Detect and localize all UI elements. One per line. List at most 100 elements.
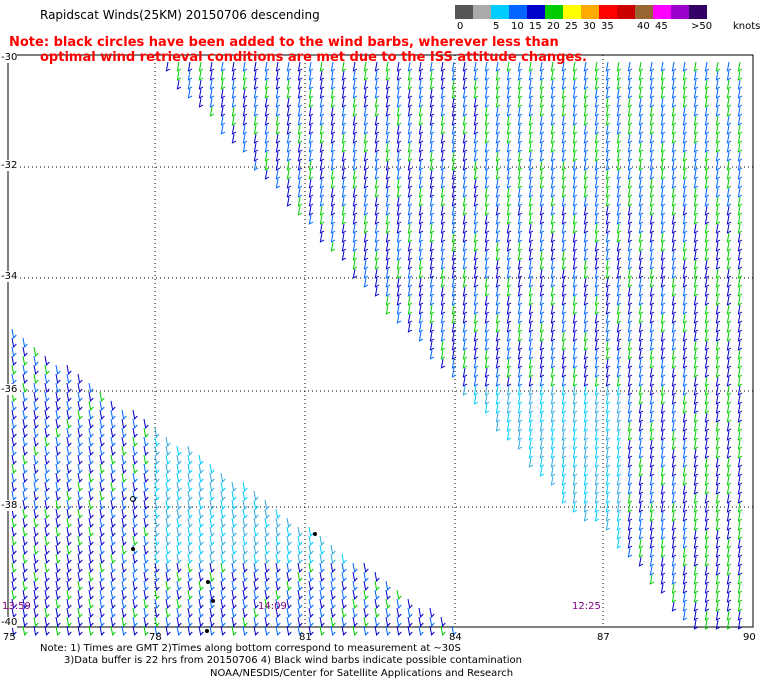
wind-barb (473, 385, 479, 396)
wind-barb (517, 286, 523, 297)
wind-barb (517, 412, 523, 423)
wind-barb (605, 70, 611, 81)
wind-barb (715, 394, 721, 405)
wind-barb (341, 106, 347, 117)
wind-barb (286, 589, 292, 600)
wind-barb (55, 427, 61, 438)
wind-barb (187, 553, 193, 564)
wind-barb (605, 268, 611, 279)
wind-barb (319, 616, 325, 627)
wind-barb (737, 196, 743, 207)
wind-barb (638, 232, 644, 243)
wind-barb (605, 196, 611, 207)
wind-barb (451, 241, 457, 252)
wind-barb (605, 313, 611, 324)
wind-barb (627, 241, 633, 252)
wind-barb (11, 571, 17, 582)
wind-barb (319, 151, 325, 162)
wind-barb (594, 61, 600, 72)
wind-barb (583, 214, 589, 225)
wind-barb (429, 97, 435, 108)
wind-barb (429, 250, 435, 261)
wind-barb (341, 187, 347, 198)
wind-barb (594, 349, 600, 360)
wind-barb (649, 187, 655, 198)
wind-barb (154, 607, 160, 618)
wind-barb (704, 538, 710, 549)
wind-barb (176, 607, 182, 618)
wind-barb (682, 421, 688, 432)
wind-barb (528, 214, 534, 225)
wind-barb (110, 508, 116, 519)
wind-barb (341, 133, 347, 144)
wind-barb (407, 142, 413, 153)
wind-barb (363, 97, 369, 108)
wind-barb (660, 133, 666, 144)
wind-barb (561, 367, 567, 378)
wind-barb (583, 286, 589, 297)
wind-barb (671, 250, 677, 261)
wind-barb (363, 571, 369, 582)
wind-barb (77, 382, 83, 393)
wind-barb (660, 196, 666, 207)
wind-barb (121, 526, 127, 537)
wind-barb (682, 466, 688, 477)
wind-barb (649, 88, 655, 99)
wind-barb (429, 187, 435, 198)
wind-barb (704, 601, 710, 612)
wind-barb (110, 580, 116, 591)
wind-barb (187, 472, 193, 483)
wind-barb (726, 115, 732, 126)
wind-barb (297, 79, 303, 90)
wind-barb (187, 70, 193, 81)
wind-barb (682, 133, 688, 144)
wind-barb (649, 484, 655, 495)
wind-barb (495, 412, 501, 423)
wind-barb (242, 124, 248, 135)
legend-label: 15 (529, 21, 542, 32)
wind-barb (264, 106, 270, 117)
wind-barb (660, 241, 666, 252)
wind-barb (484, 385, 490, 396)
wind-barb (660, 412, 666, 423)
wind-barb (550, 223, 556, 234)
wind-barb (660, 70, 666, 81)
wind-barb (319, 607, 325, 618)
wind-barb (132, 418, 138, 429)
wind-barb (209, 106, 215, 117)
wind-barb (704, 151, 710, 162)
wind-barb (55, 454, 61, 465)
wind-barb (583, 493, 589, 504)
wind-barb (165, 436, 171, 447)
wind-barb (737, 106, 743, 117)
wind-barb (649, 529, 655, 540)
wind-barb (473, 196, 479, 207)
wind-barb (550, 97, 556, 108)
wind-barb (198, 616, 204, 627)
wind-barb (341, 625, 347, 636)
wind-barb (539, 160, 545, 171)
wind-barb (605, 421, 611, 432)
wind-barb (55, 517, 61, 528)
wind-barb (165, 553, 171, 564)
wind-barb (429, 259, 435, 270)
wind-barb (33, 607, 39, 618)
wind-barb (539, 259, 545, 270)
wind-barb (55, 607, 61, 618)
wind-barb (660, 79, 666, 90)
wind-barb (583, 187, 589, 198)
wind-barb (704, 115, 710, 126)
wind-barb (539, 277, 545, 288)
wind-barb (176, 61, 182, 72)
wind-barb (517, 439, 523, 450)
wind-barb (297, 580, 303, 591)
wind-barb (352, 106, 358, 117)
wind-barb (561, 268, 567, 279)
wind-barb (649, 178, 655, 189)
wind-barb (484, 160, 490, 171)
wind-barb (385, 88, 391, 99)
wind-barb (528, 349, 534, 360)
wind-barb (286, 151, 292, 162)
wind-barb (506, 277, 512, 288)
wind-barb (132, 445, 138, 456)
